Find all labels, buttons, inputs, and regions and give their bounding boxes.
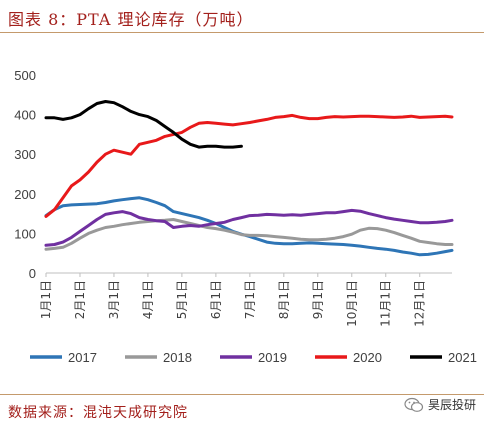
x-tick-label: 6月1日 (209, 280, 223, 319)
x-tick-label: 5月1日 (175, 280, 189, 319)
x-tick-label: 7月1日 (243, 280, 257, 319)
wechat-icon (404, 397, 424, 412)
series-line-2019 (44, 208, 454, 247)
y-tick-label: 300 (14, 147, 36, 162)
series-line-2021 (44, 100, 243, 149)
watermark: 昊辰投研 (404, 396, 476, 413)
x-tick-label: 11月1日 (379, 280, 393, 327)
x-tick-label: 9月1日 (311, 280, 325, 319)
legend-label-2018: 2018 (163, 350, 192, 365)
y-tick-label: 0 (29, 266, 36, 281)
x-tick-label: 4月1日 (141, 280, 155, 319)
chart-title: 图表 8：PTA 理论库存（万吨） (8, 10, 254, 29)
series-line-2020 (44, 113, 454, 218)
x-tick-label: 1月1日 (39, 280, 53, 319)
source-note: 数据来源：混沌天成研究院 (8, 405, 188, 421)
legend-label-2021: 2021 (448, 350, 477, 365)
series-line-2018 (44, 218, 454, 251)
x-tick-label: 3月1日 (107, 280, 121, 319)
y-tick-label: 200 (14, 187, 36, 202)
header-divider (0, 32, 484, 33)
watermark-text: 昊辰投研 (427, 398, 476, 412)
y-tick-label: 400 (14, 108, 36, 123)
legend-label-2020: 2020 (353, 350, 382, 365)
legend-label-2017: 2017 (68, 350, 97, 365)
x-tick-label: 10月1日 (345, 280, 359, 327)
legend-label-2019: 2019 (258, 350, 287, 365)
x-tick-label: 8月1日 (277, 280, 291, 319)
x-tick-label: 12月1日 (413, 280, 427, 327)
line-chart: 0 100 200 300 400 500 1月1日 2月1日 3月1日 4月1日 5月1日 6月1… (14, 68, 477, 365)
footer-divider (0, 394, 484, 395)
x-tick-label: 2月1日 (73, 280, 87, 319)
y-tick-label: 100 (14, 226, 36, 241)
y-tick-label: 500 (14, 68, 36, 83)
